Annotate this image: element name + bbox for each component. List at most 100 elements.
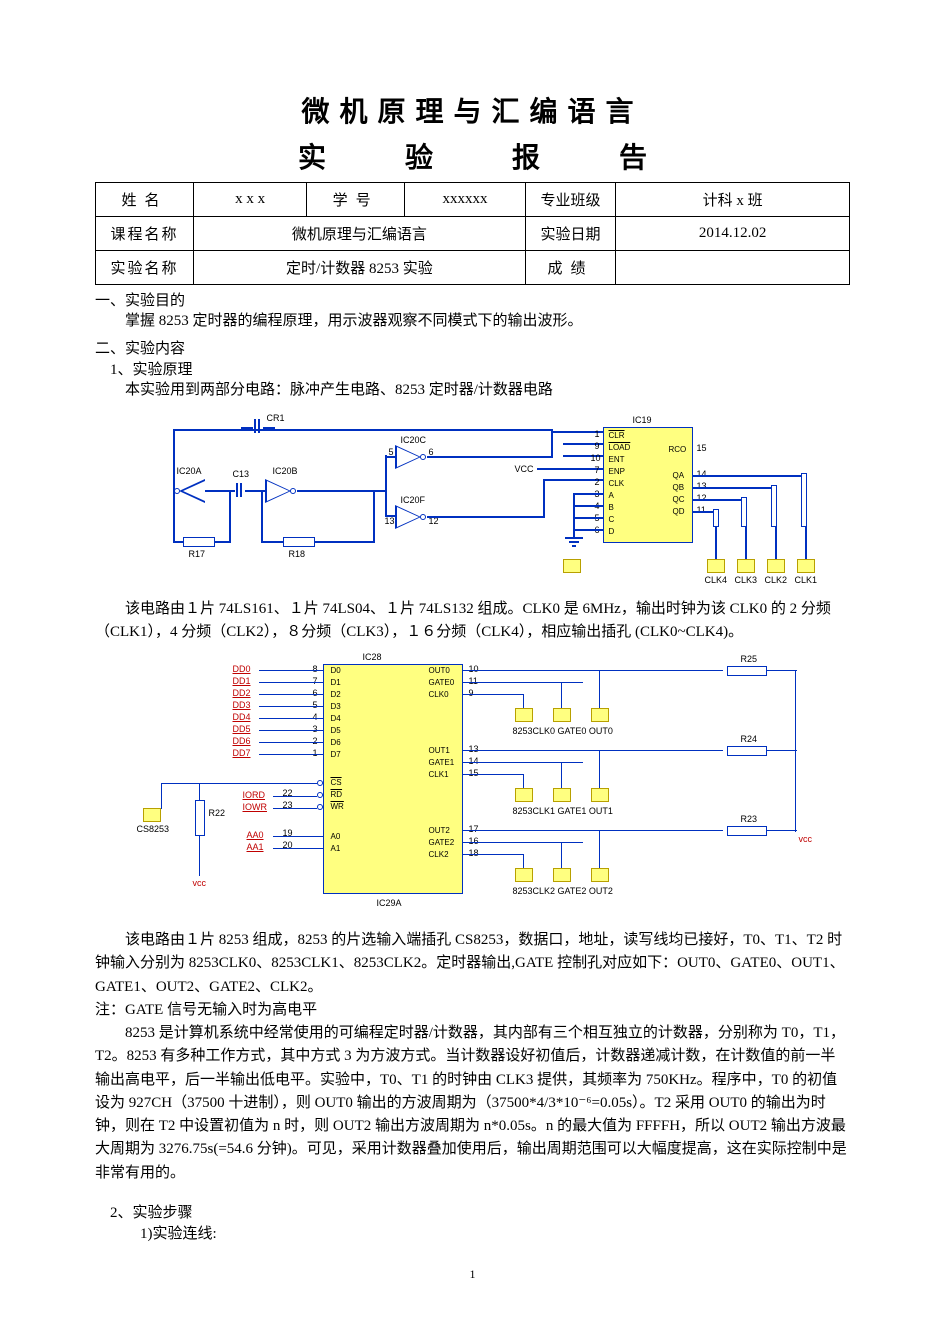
dp5: 3	[313, 724, 318, 734]
sec2-1-note: 注：GATE 信号无输入时为高电平	[95, 999, 850, 1022]
sec1-heading: 一、实验目的	[95, 289, 850, 310]
out2: OUT2	[429, 826, 450, 835]
clk4-lbl: CLK4	[705, 575, 728, 585]
op3: 13	[469, 744, 479, 754]
gate1: GATE1	[429, 758, 455, 767]
sec2-1-para1: 本实验用到两部分电路：脉冲产生电路、8253 定时器/计数器电路	[95, 379, 850, 402]
ic19-a: A	[609, 491, 614, 500]
vcc-label: VCC	[515, 464, 534, 474]
op6: 17	[469, 824, 479, 834]
name-val: x x x	[194, 183, 307, 217]
ic20b-label: IC20B	[273, 466, 298, 476]
pnr4: 11	[697, 505, 706, 515]
class-lbl: 专业班级	[525, 183, 615, 217]
cs8253-lbl: CS8253	[137, 824, 170, 834]
sub-chr: 报	[512, 136, 540, 176]
cs8253-pad	[143, 808, 161, 822]
d4: D4	[331, 714, 341, 723]
pnr0: 15	[697, 443, 707, 453]
ic19-ent: ENT	[609, 455, 625, 464]
ic19-load: LOAD	[609, 443, 631, 452]
op2: 9	[469, 688, 474, 698]
course-val: 微机原理与汇编语言	[194, 217, 526, 251]
d5: D5	[331, 726, 341, 735]
ic20f-pin13: 13	[385, 516, 395, 526]
aa0-lbl: AA0	[247, 830, 264, 840]
ic19-label: IC19	[633, 415, 652, 425]
clk1-lbl: CLK1	[795, 575, 818, 585]
rd-pin: RD	[331, 790, 343, 799]
ic19-rco: RCO	[669, 445, 687, 454]
circuit-2-figure: IC28 DD0 DD1 DD2 DD3 DD4 DD5 DD6 DD7 /* …	[123, 650, 823, 925]
ic19-qd: QD	[673, 507, 685, 516]
iowr-lbl: IOWR	[243, 802, 268, 812]
dd2: DD2	[233, 688, 251, 698]
vcc2-lbl: vcc	[193, 878, 207, 888]
sec2-1-para2: 该电路由１片 74LS161、１片 74LS04、１片 74LS132 组成。C…	[95, 598, 850, 645]
dp4: 4	[313, 712, 318, 722]
r24-lbl: R24	[741, 734, 758, 744]
d7: D7	[331, 750, 341, 759]
a0: A0	[331, 832, 341, 841]
clk3-lbl: CLK3	[735, 575, 758, 585]
doc-title-main: 微机原理与汇编语言	[95, 90, 850, 130]
dd3: DD3	[233, 700, 251, 710]
op1: 11	[469, 676, 478, 686]
id-lbl: 学号	[307, 183, 405, 217]
d1: D1	[331, 678, 341, 687]
dp2: 6	[313, 688, 318, 698]
clk2-pad	[767, 559, 785, 573]
sub-chr: 验	[405, 136, 433, 176]
ic19-b: B	[609, 503, 614, 512]
ic19-clr: CLR	[609, 431, 625, 440]
grp1-lbl: 8253CLK1 GATE1 OUT1	[513, 806, 613, 816]
dp3: 5	[313, 700, 318, 710]
ic28-lbl: IC28	[363, 652, 382, 662]
r18-label: R18	[289, 549, 306, 559]
dd1: DD1	[233, 676, 251, 686]
exp-lbl: 实验名称	[96, 251, 194, 285]
name-lbl: 姓名	[96, 183, 194, 217]
sec2-1-heading: 1、实验原理	[110, 358, 850, 379]
aa1-lbl: AA1	[247, 842, 264, 852]
ic29a-lbl: IC29A	[377, 898, 402, 908]
gate0: GATE0	[429, 678, 455, 687]
c13-label: C13	[233, 469, 250, 479]
info-table: 姓名 x x x 学号 xxxxxx 专业班级 计科 x 班 课程名称 微机原理…	[95, 182, 850, 285]
pnl3: 7	[595, 465, 600, 475]
ic19-c: C	[609, 515, 615, 524]
clk3-pad	[737, 559, 755, 573]
ic20f-label: IC20F	[401, 495, 426, 505]
sub-chr: 实	[298, 136, 326, 176]
pnl0: 1	[595, 429, 600, 439]
dd7: DD7	[233, 748, 251, 758]
sub-chr: 告	[619, 136, 647, 176]
gate2: GATE2	[429, 838, 455, 847]
dd5: DD5	[233, 724, 251, 734]
course-lbl: 课程名称	[96, 217, 194, 251]
d3: D3	[331, 702, 341, 711]
sec2-2-step1: 1)实验连线:	[140, 1222, 850, 1243]
iord-lbl: IORD	[243, 790, 266, 800]
dd4: DD4	[233, 712, 251, 722]
ic19-d: D	[609, 527, 615, 536]
clk2: CLK2	[429, 850, 449, 859]
class-val: 计科 x 班	[616, 183, 850, 217]
id-val: xxxxxx	[405, 183, 526, 217]
dd6: DD6	[233, 736, 251, 746]
grp2-lbl: 8253CLK2 GATE2 OUT2	[513, 886, 613, 896]
pnl2: 10	[591, 453, 601, 463]
dp6: 2	[313, 736, 318, 746]
vcc3-lbl: vcc	[799, 834, 813, 844]
dd0: DD0	[233, 664, 251, 674]
ic19-enp: ENP	[609, 467, 625, 476]
sec2-1-para4: 8253 是计算机系统中经常使用的可编程定时器/计数器，其内部有三个相互独立的计…	[95, 1022, 850, 1185]
pnr1: 14	[697, 469, 707, 479]
grp0-lbl: 8253CLK0 GATE0 OUT0	[513, 726, 613, 736]
cs-pin: CS	[331, 778, 342, 787]
dp0: 8	[313, 664, 318, 674]
ic20a-label: IC20A	[177, 466, 202, 476]
date-lbl: 实验日期	[525, 217, 615, 251]
clk4-pad	[707, 559, 725, 573]
a1: A1	[331, 844, 341, 853]
